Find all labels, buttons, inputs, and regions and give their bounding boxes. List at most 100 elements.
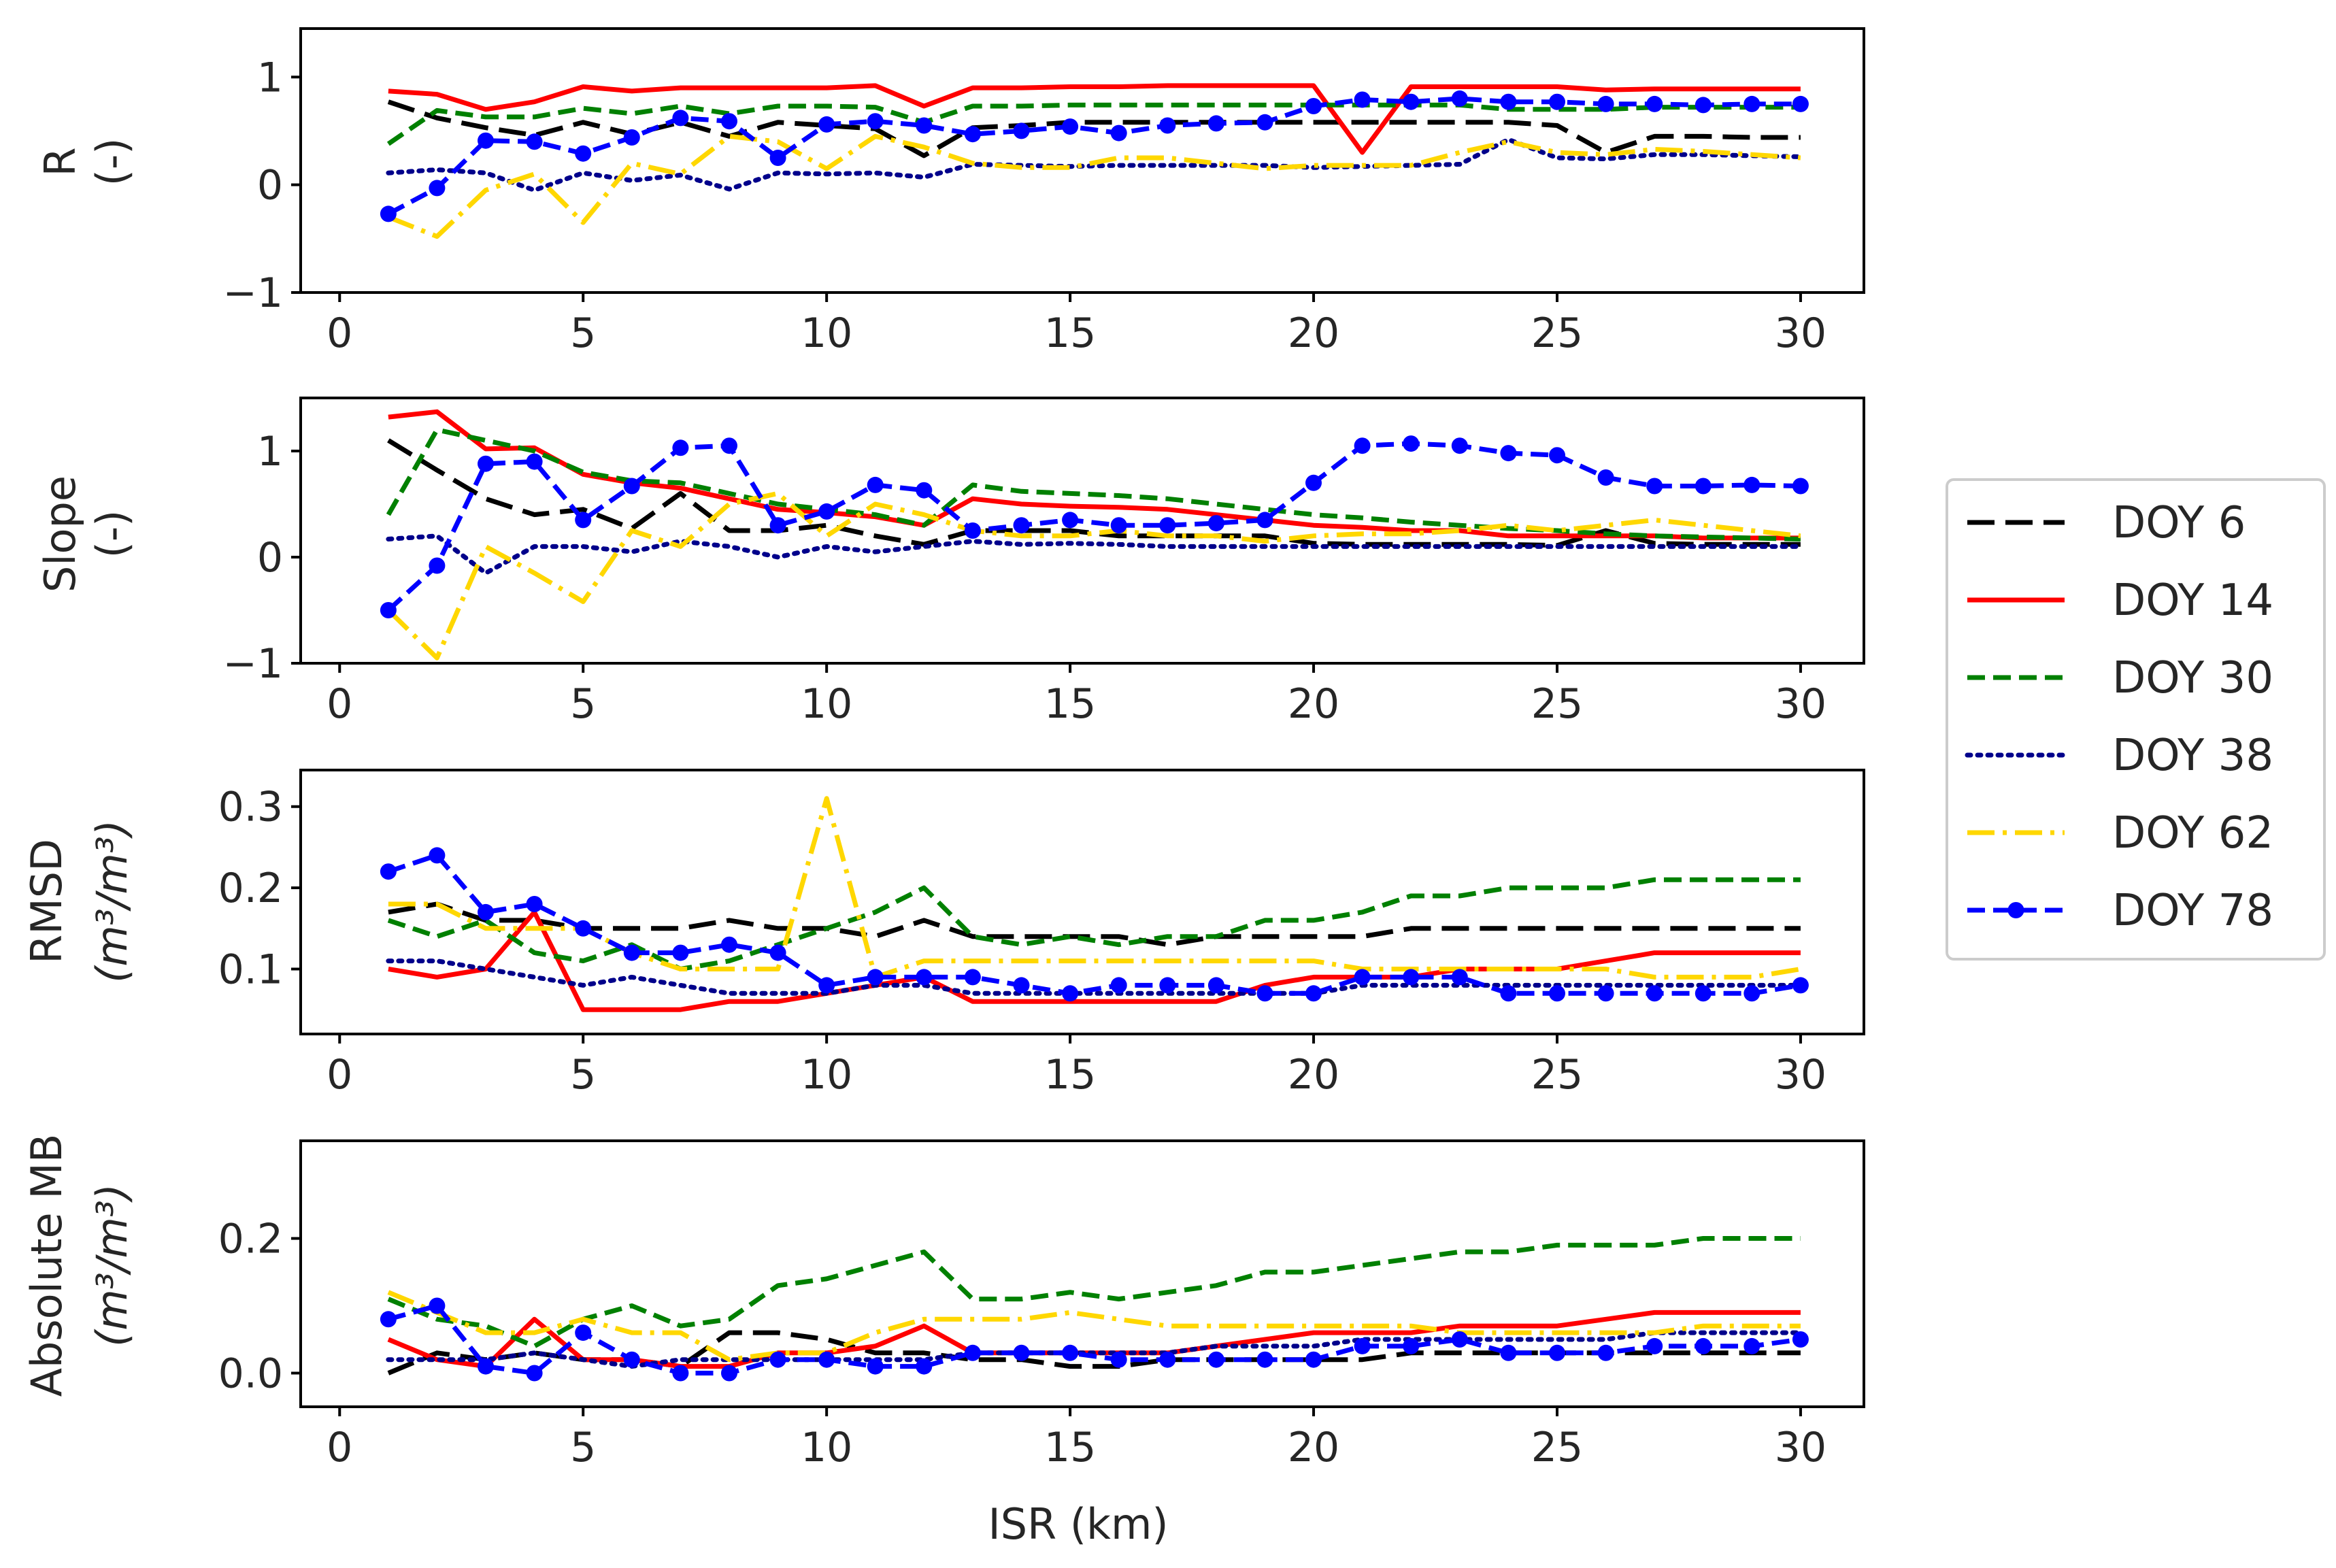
r-point-doy-78-25 xyxy=(1549,93,1565,110)
slope-series-doy-78 xyxy=(386,441,1801,612)
rmsd-point-doy-78-21 xyxy=(1354,969,1371,986)
slope-point-doy-78-15 xyxy=(1062,512,1079,529)
r-point-doy-78-18 xyxy=(1207,115,1224,132)
rmsd-point-doy-78-27 xyxy=(1646,985,1663,1002)
r-point-doy-78-27 xyxy=(1646,95,1663,112)
absolute-mb-y-tick-label: 0.0 xyxy=(218,1350,283,1398)
rmsd-point-doy-78-30 xyxy=(1792,977,1809,994)
slope-point-doy-78-24 xyxy=(1500,445,1517,462)
slope-point-doy-78-11 xyxy=(867,476,884,493)
absolute-mb-y-ticks: 0.0 0.2 xyxy=(218,1216,301,1398)
legend-label-doy-30: DOY 30 xyxy=(2112,653,2273,703)
slope-point-doy-78-10 xyxy=(818,503,835,520)
absolute-mb-frame-rect xyxy=(299,1139,1865,1408)
absolute-mb-x-ticks: 0 5 10 15 20 25 30 xyxy=(327,1407,1826,1471)
slope-point-doy-78-8 xyxy=(721,437,737,454)
r-series-doy-30 xyxy=(386,102,1801,146)
absolute-mb-point-doy-78-25 xyxy=(1549,1344,1565,1361)
r-plot-area xyxy=(380,83,1809,239)
rmsd-series-doy-14 xyxy=(388,910,1801,1012)
slope-x-tick-label: 0 xyxy=(327,680,352,728)
rmsd-axes-frame xyxy=(299,769,1865,1035)
slope-x-tick-label: 30 xyxy=(1775,680,1826,728)
absolute-mb-y-unit: (m³/m³) xyxy=(87,1184,137,1347)
slope-point-doy-78-1 xyxy=(380,602,397,618)
rmsd-point-doy-78-11 xyxy=(867,969,884,986)
slope-point-doy-78-16 xyxy=(1110,517,1127,534)
slope-point-doy-78-13 xyxy=(964,522,981,539)
slope-point-doy-78-29 xyxy=(1743,476,1761,493)
absolute-mb-point-doy-78-15 xyxy=(1062,1344,1079,1361)
rmsd-y-label: RMSD xyxy=(22,839,71,964)
rmsd-point-doy-78-18 xyxy=(1207,977,1224,994)
r-x-tick-label: 25 xyxy=(1531,310,1583,357)
r-y-ticks: −1 0 1 xyxy=(223,54,301,317)
r-series-doy-62 xyxy=(387,133,1801,239)
absolute-mb-point-doy-78-2 xyxy=(429,1297,446,1314)
r-point-doy-78-5 xyxy=(575,145,592,162)
absolute-mb-x-tick-label: 20 xyxy=(1288,1424,1339,1471)
slope-series-doy-38 xyxy=(386,533,1803,576)
rmsd-point-doy-78-6 xyxy=(623,944,640,961)
slope-point-doy-78-18 xyxy=(1207,515,1224,532)
r-point-doy-78-29 xyxy=(1743,95,1761,112)
legend-entry-doy-62: DOY 62 xyxy=(1967,808,2273,858)
absolute-mb-point-doy-78-12 xyxy=(916,1358,933,1375)
absolute-mb-point-doy-78-1 xyxy=(380,1311,397,1328)
subplot-absolute-mb: 0 5 10 15 20 25 30 0.0 0.2 Absolute MB (m³/m³) xyxy=(22,1134,1865,1471)
r-point-doy-78-20 xyxy=(1305,98,1322,114)
slope-point-doy-78-12 xyxy=(916,482,933,499)
r-point-doy-78-13 xyxy=(964,126,981,143)
absolute-mb-series-doy-62 xyxy=(387,1290,1801,1363)
legend-entries: DOY 6 DOY 14 DOY 30 DOY 38 DOY 62 DOY 78 xyxy=(1965,498,2273,936)
absolute-mb-point-doy-78-9 xyxy=(769,1351,786,1368)
absolute-mb-point-doy-78-11 xyxy=(867,1358,884,1375)
rmsd-y-unit: (m³/m³) xyxy=(87,820,137,983)
legend-marker-doy-78 xyxy=(2007,902,2024,918)
r-x-ticks: 0 5 10 15 20 25 30 xyxy=(327,293,1826,357)
slope-x-tick-label: 10 xyxy=(801,680,852,728)
absolute-mb-point-doy-78-19 xyxy=(1256,1351,1273,1368)
slope-point-doy-78-14 xyxy=(1013,517,1030,534)
absolute-mb-x-tick-label: 10 xyxy=(801,1424,852,1471)
absolute-mb-point-doy-78-7 xyxy=(672,1365,689,1382)
legend-label-doy-62: DOY 62 xyxy=(2112,808,2273,858)
r-x-tick-label: 20 xyxy=(1288,310,1339,357)
slope-y-label: Slope xyxy=(35,476,85,593)
legend-label-doy-78: DOY 78 xyxy=(2112,886,2273,936)
x-axis-label: ISR (km) xyxy=(988,1499,1168,1549)
absolute-mb-point-doy-78-29 xyxy=(1743,1337,1761,1354)
subplot-rmsd: 0 5 10 15 20 25 30 0.1 0.2 0.3 RMSD (m³/m³) xyxy=(22,769,1865,1099)
r-point-doy-78-21 xyxy=(1354,91,1371,108)
r-point-doy-78-22 xyxy=(1403,93,1420,110)
slope-point-doy-78-26 xyxy=(1597,469,1614,486)
rmsd-point-doy-78-22 xyxy=(1403,969,1420,986)
rmsd-point-doy-78-28 xyxy=(1695,985,1712,1002)
rmsd-x-tick-label: 10 xyxy=(801,1051,852,1099)
r-y-label: R xyxy=(35,147,85,176)
rmsd-x-ticks: 0 5 10 15 20 25 30 xyxy=(327,1034,1826,1099)
r-series-doy-78 xyxy=(387,96,1801,216)
absolute-mb-series-doy-30 xyxy=(387,1236,1801,1349)
slope-x-tick-label: 20 xyxy=(1288,680,1339,728)
legend-entry-doy-30: DOY 30 xyxy=(1967,653,2273,703)
r-point-doy-78-6 xyxy=(623,129,640,146)
slope-series-doy-6 xyxy=(387,438,1801,548)
r-point-doy-78-2 xyxy=(429,180,446,197)
absolute-mb-y-label: Absolute MB xyxy=(22,1134,71,1397)
legend-entry-doy-38: DOY 38 xyxy=(1965,731,2273,781)
slope-x-ticks: 0 5 10 15 20 25 30 xyxy=(327,663,1826,728)
absolute-mb-point-doy-78-30 xyxy=(1792,1331,1809,1348)
slope-x-tick-label: 15 xyxy=(1044,680,1096,728)
rmsd-y-tick-label: 0.2 xyxy=(218,865,283,912)
absolute-mb-point-doy-78-22 xyxy=(1403,1337,1420,1354)
absolute-mb-point-doy-78-3 xyxy=(478,1358,494,1375)
slope-plot-area xyxy=(380,409,1809,661)
r-point-doy-78-1 xyxy=(380,205,397,222)
absolute-mb-point-doy-78-24 xyxy=(1500,1344,1517,1361)
rmsd-frame-rect xyxy=(299,769,1865,1035)
legend-entry-doy-78: DOY 78 xyxy=(1967,886,2273,936)
r-point-doy-78-4 xyxy=(526,133,543,150)
r-x-tick-label: 15 xyxy=(1044,310,1096,357)
rmsd-point-doy-78-2 xyxy=(429,847,446,864)
